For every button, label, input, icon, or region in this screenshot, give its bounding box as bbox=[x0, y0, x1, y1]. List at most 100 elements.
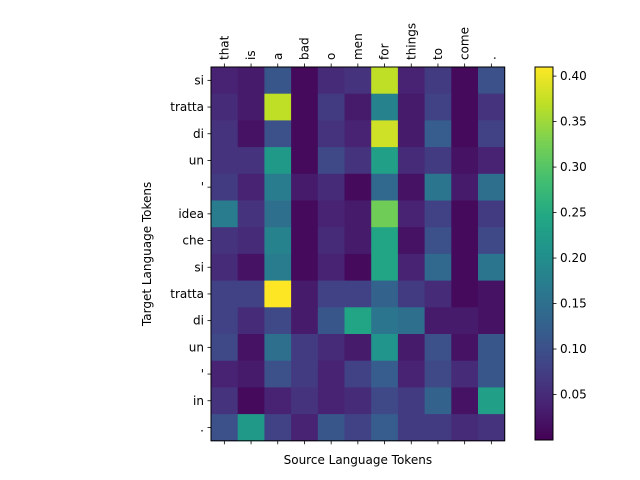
heatmap-cell-6-5 bbox=[344, 227, 372, 255]
heatmap-cell-8-5 bbox=[344, 280, 372, 308]
heatmap-cell-2-10 bbox=[478, 120, 506, 148]
heatmap-cell-0-6 bbox=[371, 67, 399, 95]
heatmap-cell-8-10 bbox=[478, 280, 506, 308]
heatmap-cell-6-0 bbox=[211, 227, 239, 255]
heatmap-cell-10-6 bbox=[371, 334, 399, 362]
heatmap-cell-8-2 bbox=[264, 280, 292, 308]
heatmap-cell-12-7 bbox=[397, 387, 425, 415]
heatmap-cell-10-8 bbox=[424, 334, 452, 362]
colorbar-tick-label: 0.25 bbox=[560, 206, 587, 220]
colorbar-tick-label: 0.20 bbox=[560, 251, 587, 265]
heatmap-cell-6-7 bbox=[397, 227, 425, 255]
y-axis-label: Target Language Tokens bbox=[140, 182, 154, 327]
heatmap-cell-1-3 bbox=[291, 93, 319, 121]
y-tick-label: . bbox=[200, 420, 204, 434]
heatmap-cell-0-3 bbox=[291, 67, 319, 95]
heatmap-cell-2-4 bbox=[317, 120, 345, 148]
heatmap-cell-13-2 bbox=[264, 414, 292, 442]
x-tick-label: come bbox=[458, 27, 472, 60]
heatmap-cell-0-9 bbox=[451, 67, 479, 95]
heatmap-cell-4-8 bbox=[424, 173, 452, 201]
heatmap-cell-3-5 bbox=[344, 147, 372, 175]
heatmap-cell-3-10 bbox=[478, 147, 506, 175]
heatmap-cell-11-1 bbox=[237, 360, 265, 388]
x-tick-label: men bbox=[351, 33, 365, 60]
heatmap-cell-5-9 bbox=[451, 200, 479, 228]
x-tick-label: a bbox=[271, 53, 285, 60]
heatmap-cell-13-10 bbox=[478, 414, 506, 442]
heatmap-cell-13-7 bbox=[397, 414, 425, 442]
heatmap-cell-5-10 bbox=[478, 200, 506, 228]
heatmap-cell-7-5 bbox=[344, 253, 372, 281]
x-tick-label: bad bbox=[297, 37, 311, 60]
heatmap-cell-9-7 bbox=[397, 307, 425, 335]
heatmap-cell-1-7 bbox=[397, 93, 425, 121]
heatmap-cell-1-10 bbox=[478, 93, 506, 121]
x-axis-ticks: that is a bad o men for things to come. bbox=[217, 23, 498, 445]
x-tick-label: . bbox=[484, 56, 498, 60]
heatmap-cell-2-3 bbox=[291, 120, 319, 148]
heatmap-cell-4-9 bbox=[451, 173, 479, 201]
colorbar-tick-label: 0.10 bbox=[560, 342, 587, 356]
heatmap-cell-11-2 bbox=[264, 360, 292, 388]
heatmap-cell-1-6 bbox=[371, 93, 399, 121]
heatmap-cell-11-5 bbox=[344, 360, 372, 388]
heatmap-cell-11-7 bbox=[397, 360, 425, 388]
heatmap-cell-9-9 bbox=[451, 307, 479, 335]
heatmap-cell-10-1 bbox=[237, 334, 265, 362]
heatmap-cell-10-4 bbox=[317, 334, 345, 362]
heatmap-cell-4-7 bbox=[397, 173, 425, 201]
y-tick-label: un bbox=[189, 340, 204, 354]
heatmap-cell-8-9 bbox=[451, 280, 479, 308]
heatmap-cell-12-1 bbox=[237, 387, 265, 415]
x-tick-label: to bbox=[431, 48, 445, 60]
heatmap-cell-7-2 bbox=[264, 253, 292, 281]
x-axis-label: Source Language Tokens bbox=[284, 453, 432, 467]
heatmap-cell-8-6 bbox=[371, 280, 399, 308]
heatmap-cell-12-9 bbox=[451, 387, 479, 415]
y-tick-label: si bbox=[194, 73, 204, 87]
heatmap-cell-4-5 bbox=[344, 173, 372, 201]
heatmap-cell-11-3 bbox=[291, 360, 319, 388]
heatmap-cell-2-5 bbox=[344, 120, 372, 148]
heatmap-cell-5-8 bbox=[424, 200, 452, 228]
heatmap-cell-1-0 bbox=[211, 93, 239, 121]
heatmap-cell-10-5 bbox=[344, 334, 372, 362]
heatmap-cell-7-4 bbox=[317, 253, 345, 281]
colorbar-tick-label: 0.30 bbox=[560, 160, 587, 174]
y-tick-label: che bbox=[182, 234, 204, 248]
heatmap-cell-1-2 bbox=[264, 93, 292, 121]
heatmap-cell-7-7 bbox=[397, 253, 425, 281]
colorbar-tick-label: 0.05 bbox=[560, 388, 587, 402]
heatmap-cell-8-0 bbox=[211, 280, 239, 308]
heatmap-cell-6-4 bbox=[317, 227, 345, 255]
heatmap-cell-4-1 bbox=[237, 173, 265, 201]
heatmap-cell-8-3 bbox=[291, 280, 319, 308]
heatmap-cell-7-3 bbox=[291, 253, 319, 281]
heatmap-cell-3-1 bbox=[237, 147, 265, 175]
y-tick-label: in bbox=[193, 394, 204, 408]
heatmap-cell-1-4 bbox=[317, 93, 345, 121]
heatmap-cell-3-4 bbox=[317, 147, 345, 175]
heatmap-cells bbox=[211, 67, 506, 442]
heatmap-cell-11-4 bbox=[317, 360, 345, 388]
heatmap-cell-3-9 bbox=[451, 147, 479, 175]
heatmap-cell-7-6 bbox=[371, 253, 399, 281]
heatmap-cell-1-1 bbox=[237, 93, 265, 121]
heatmap-cell-10-0 bbox=[211, 334, 239, 362]
heatmap-cell-12-8 bbox=[424, 387, 452, 415]
heatmap-cell-7-8 bbox=[424, 253, 452, 281]
heatmap-cell-7-9 bbox=[451, 253, 479, 281]
x-tick-label: things bbox=[404, 23, 418, 60]
heatmap-cell-9-5 bbox=[344, 307, 372, 335]
heatmap-cell-6-1 bbox=[237, 227, 265, 255]
heatmap-cell-9-8 bbox=[424, 307, 452, 335]
heatmap-cell-7-10 bbox=[478, 253, 506, 281]
heatmap-cell-2-1 bbox=[237, 120, 265, 148]
heatmap-cell-5-3 bbox=[291, 200, 319, 228]
heatmap-cell-0-8 bbox=[424, 67, 452, 95]
heatmap-cell-5-0 bbox=[211, 200, 239, 228]
heatmap-cell-11-0 bbox=[211, 360, 239, 388]
heatmap-cell-8-7 bbox=[397, 280, 425, 308]
